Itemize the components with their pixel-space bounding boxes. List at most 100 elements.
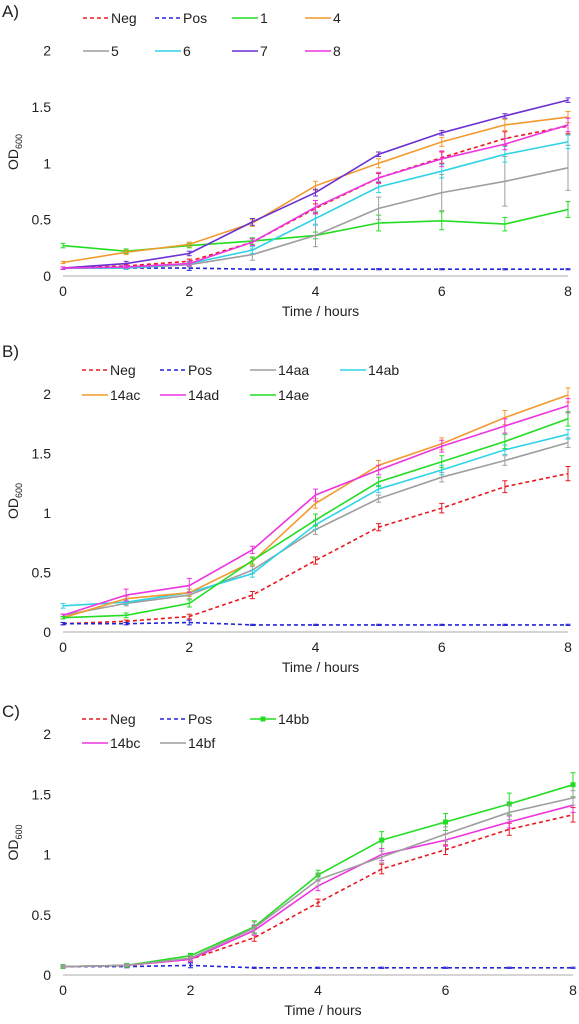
data-point: [443, 819, 448, 825]
x-tick-label: 4: [314, 982, 322, 998]
series-14ad: [60, 398, 571, 618]
panel-label: B): [2, 342, 19, 361]
x-axis-title: Time / hours: [282, 303, 359, 319]
legend-label: 14bf: [188, 735, 215, 751]
legend-item-14bb: 14bb: [250, 711, 309, 727]
x-tick-label: 8: [564, 283, 572, 299]
series-line: [62, 472, 569, 625]
legend-item-4: 4: [305, 10, 341, 26]
y-tick-label: 1.5: [32, 786, 52, 802]
legend-label: 7: [260, 43, 268, 59]
y-tick-label: 1.5: [32, 99, 52, 115]
data-point: [506, 801, 512, 807]
y-axis-title: OD600: [5, 134, 24, 170]
legend-item-6: 6: [155, 43, 191, 59]
y-tick-label: 0.5: [32, 212, 52, 228]
y-tick-label: 0: [43, 268, 51, 284]
y-tick-label: 2: [43, 726, 51, 742]
series-pos: [60, 962, 576, 969]
legend-item-pos: Pos: [155, 10, 207, 26]
y-tick-label: 0.5: [32, 564, 52, 580]
legend-label: 14bc: [110, 735, 140, 751]
x-tick-label: 0: [59, 283, 67, 299]
legend-label: 6: [183, 43, 191, 59]
y-tick-label: 0.5: [32, 907, 52, 923]
panel-label: A): [2, 2, 19, 21]
x-tick-label: 6: [442, 982, 450, 998]
series-8: [60, 117, 571, 270]
panel-label: C): [2, 702, 20, 721]
legend-label: Neg: [110, 362, 136, 378]
legend-item-14ae: 14ae: [250, 387, 309, 403]
y-tick-label: 1: [43, 505, 51, 521]
legend-item-14ad: 14ad: [160, 387, 219, 403]
x-tick-label: 6: [438, 639, 446, 655]
legend-label: 14ac: [110, 387, 140, 403]
y-tick-label: 1: [43, 847, 51, 863]
y-tick-label: 0: [43, 967, 51, 983]
y-tick-label: 0: [43, 624, 51, 640]
legend-label: Pos: [183, 10, 207, 26]
legend-label: 5: [111, 43, 119, 59]
legend-label: 1: [260, 10, 268, 26]
legend: Neg Pos 14aa 14ab 14ac 14ad 14ae: [82, 362, 399, 403]
chart-panel-3: C) 0 0.5 1 1.5 2 0 2 4 6 8 Time / hours OD600 Neg Pos 1…: [2, 702, 577, 1018]
legend: Neg Pos 14bb 14bc 14bf: [82, 711, 309, 751]
x-tick-label: 4: [312, 639, 320, 655]
series-14bb: [60, 772, 576, 970]
legend-item-14ab: 14ab: [340, 362, 399, 378]
chart-panel-1: A) 0 0.5 1 1.5 2 0 2 4 6 8 Time / hours OD600 Neg Pos 1…: [2, 2, 572, 319]
x-tick-label: 0: [59, 639, 67, 655]
legend-label: Pos: [188, 362, 212, 378]
legend: Neg Pos 1 4 5 6 7 8: [83, 10, 341, 59]
legend-label: Neg: [111, 10, 137, 26]
legend-label: 4: [333, 10, 341, 26]
legend-label: 14bb: [278, 711, 309, 727]
x-axis-title: Time / hours: [282, 659, 359, 675]
x-tick-label: 2: [185, 639, 193, 655]
legend-label: 14ae: [278, 387, 309, 403]
legend-item-7: 7: [232, 43, 268, 59]
y-tick-label: 2: [43, 386, 51, 402]
legend-item-pos: Pos: [160, 362, 212, 378]
y-axis-title: OD600: [5, 824, 24, 860]
y-tick-label: 1: [43, 155, 51, 171]
series-pos: [60, 619, 571, 626]
series-14ae: [60, 411, 571, 620]
x-axis-title: Time / hours: [284, 1002, 361, 1018]
x-tick-label: 6: [438, 283, 446, 299]
legend-item-1: 1: [232, 10, 268, 26]
legend-label: 14ad: [188, 387, 219, 403]
legend-item-neg: Neg: [82, 362, 136, 378]
x-tick-label: 2: [187, 982, 195, 998]
legend-item-14ac: 14ac: [82, 387, 140, 403]
legend-label: 8: [333, 43, 341, 59]
x-tick-label: 0: [59, 982, 67, 998]
legend-item-14bc: 14bc: [82, 735, 140, 751]
legend-label: Neg: [110, 711, 136, 727]
series-14bf: [60, 790, 576, 969]
data-point: [570, 782, 576, 788]
legend-item-5: 5: [83, 43, 119, 59]
series-14ac: [60, 387, 571, 620]
legend-item-14bf: 14bf: [160, 735, 215, 751]
x-tick-label: 8: [564, 639, 572, 655]
data-point: [379, 837, 385, 843]
legend-item-8: 8: [305, 43, 341, 59]
legend-label: 14ab: [368, 362, 399, 378]
series-line: [62, 404, 569, 617]
y-tick-label: 1.5: [32, 445, 52, 461]
y-axis-title: OD600: [5, 483, 24, 519]
legend-item-neg: Neg: [82, 711, 136, 727]
y-tick-label: 2: [43, 43, 51, 59]
legend-label: Pos: [188, 711, 212, 727]
legend-item-neg: Neg: [83, 10, 137, 26]
series-neg: [60, 465, 571, 626]
legend-marker: [260, 716, 266, 722]
x-tick-label: 8: [569, 982, 577, 998]
legend-label: 14aa: [278, 362, 309, 378]
legend-item-pos: Pos: [160, 711, 212, 727]
chart-panel-2: B) 0 0.5 1 1.5 2 0 2 4 6 8 Time / hours OD600 Neg Pos 1…: [2, 342, 572, 675]
x-tick-label: 4: [312, 283, 320, 299]
